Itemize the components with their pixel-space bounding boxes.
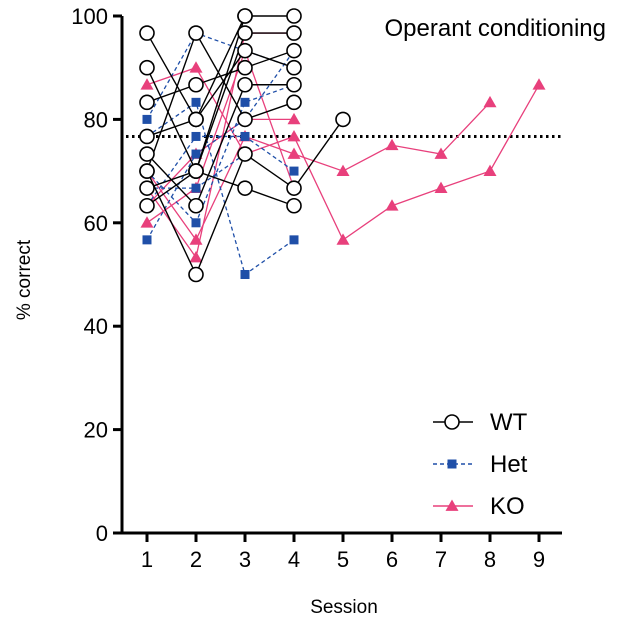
x-tick-label: 1 <box>141 547 153 572</box>
legend-label-ko: KO <box>490 493 525 520</box>
data-point-wt <box>286 94 302 111</box>
data-point-wt <box>188 266 204 283</box>
data-point-het <box>191 183 201 193</box>
data-point-wt <box>188 197 204 214</box>
data-point-wt <box>139 146 155 162</box>
data-point-ko <box>434 147 448 159</box>
chart-title: Operant conditioning <box>385 15 606 42</box>
ticks-layer: 0 20 40 60 80 100 1 2 3 4 5 6 7 8 9 <box>71 4 545 572</box>
series-line-wt <box>146 49 295 138</box>
legend: WT Het KO <box>433 409 528 520</box>
x-tick-label: 7 <box>435 547 447 572</box>
legend-label-wt: WT <box>490 409 528 436</box>
data-point-ko <box>532 78 546 90</box>
x-tick-label: 8 <box>484 547 496 572</box>
x-tick-label: 5 <box>337 547 349 572</box>
series-layer <box>139 8 546 283</box>
data-point-ko <box>385 138 399 151</box>
legend-marker-wt <box>444 414 460 430</box>
legend-marker-het <box>447 459 457 469</box>
data-point-wt <box>237 76 253 93</box>
data-point-wt <box>286 180 302 196</box>
data-point-ko <box>140 216 154 228</box>
data-point-wt <box>237 42 253 59</box>
series-line-wt <box>146 118 344 277</box>
data-point-het <box>289 235 299 245</box>
data-point-het <box>191 149 201 159</box>
data-point-ko <box>140 78 154 90</box>
legend-marker-ko <box>445 499 459 511</box>
y-axis-title: % correct <box>14 239 35 320</box>
data-point-ko <box>336 233 350 245</box>
y-tick-label: 0 <box>96 521 108 546</box>
data-point-ko <box>483 95 497 108</box>
data-point-wt <box>237 25 253 41</box>
data-point-ko <box>483 164 497 176</box>
data-point-wt <box>139 197 155 214</box>
axes-layer <box>120 16 562 535</box>
y-tick-label: 80 <box>84 107 108 132</box>
data-point-wt <box>286 76 302 93</box>
series-line-wt <box>146 170 295 207</box>
series-ko <box>140 26 546 263</box>
data-point-het <box>289 166 299 176</box>
x-tick-label: 3 <box>239 547 251 572</box>
data-point-wt <box>139 163 155 179</box>
data-point-ko <box>434 181 448 194</box>
series-line-het <box>146 135 295 207</box>
data-point-ko <box>189 250 203 263</box>
y-tick-label: 40 <box>84 314 108 339</box>
data-point-wt <box>286 197 302 214</box>
x-tick-label: 9 <box>533 547 545 572</box>
data-point-wt <box>237 8 253 24</box>
data-point-het <box>191 131 201 141</box>
data-point-wt <box>188 111 204 128</box>
series-line-wt <box>146 32 294 173</box>
series-line-het <box>146 50 295 241</box>
data-point-wt <box>237 180 253 196</box>
data-point-wt <box>335 111 351 128</box>
data-point-wt <box>139 180 155 196</box>
data-point-het <box>240 131 250 141</box>
data-point-ko <box>189 233 203 245</box>
series-line-wt <box>146 31 295 172</box>
y-tick-label: 60 <box>84 211 108 236</box>
series-wt <box>139 8 351 283</box>
data-point-ko <box>189 61 203 73</box>
data-point-wt <box>237 146 253 162</box>
data-point-wt <box>237 111 253 128</box>
x-tick-label: 2 <box>190 547 202 572</box>
data-point-wt <box>237 59 253 76</box>
data-point-het <box>191 218 201 228</box>
data-point-ko <box>287 147 301 159</box>
data-point-wt <box>286 42 302 59</box>
data-point-het <box>142 114 152 124</box>
data-point-wt <box>139 128 155 145</box>
y-tick-label: 100 <box>71 4 108 29</box>
data-point-wt <box>139 25 155 41</box>
data-point-wt <box>188 76 204 93</box>
y-tick-label: 20 <box>84 418 108 443</box>
data-point-ko <box>287 112 301 125</box>
legend-label-het: Het <box>490 451 528 478</box>
data-point-wt <box>286 25 302 41</box>
data-point-wt <box>139 94 155 111</box>
x-tick-label: 4 <box>288 547 300 572</box>
x-axis-title: Session <box>310 597 378 618</box>
data-point-wt <box>286 59 302 76</box>
data-point-het <box>240 270 250 279</box>
data-point-wt <box>188 163 204 179</box>
data-point-wt <box>286 8 302 24</box>
x-tick-label: 6 <box>386 547 398 572</box>
data-point-ko <box>336 164 350 176</box>
data-point-wt <box>139 59 155 76</box>
data-point-ko <box>385 199 399 211</box>
data-point-wt <box>188 25 204 41</box>
data-point-ko <box>287 129 301 142</box>
data-point-het <box>142 235 152 245</box>
series-line-wt <box>146 15 294 121</box>
data-point-het <box>240 97 250 107</box>
data-point-het <box>191 97 201 107</box>
